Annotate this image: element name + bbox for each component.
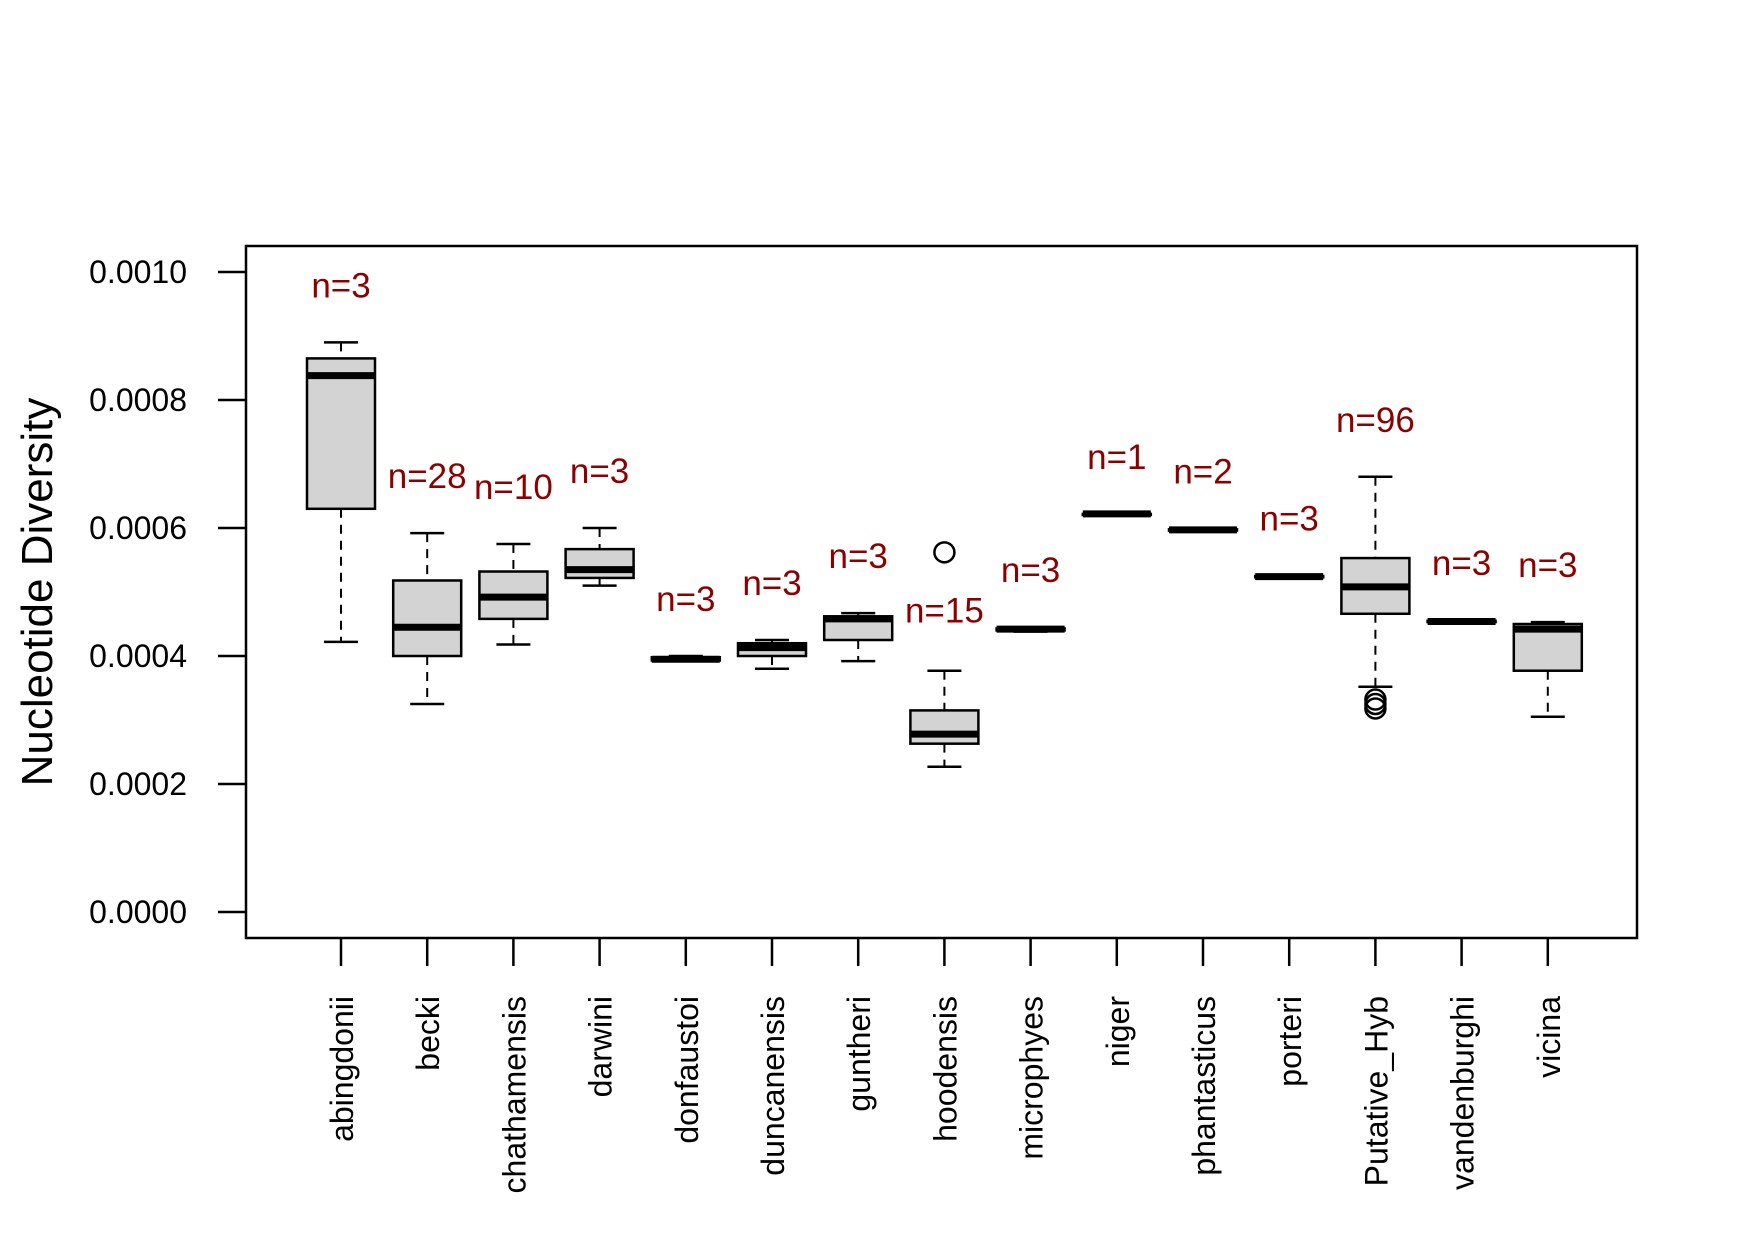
count-label-abingdonii: n=3 bbox=[311, 266, 370, 305]
y-axis: 0.0000 0.0002 0.0004 0.0006 0.0008 0.0010 bbox=[89, 254, 246, 930]
x-tick-label: donfaustoi bbox=[669, 996, 705, 1144]
y-tick-label: 0.0000 bbox=[89, 894, 187, 930]
box-microphyes bbox=[995, 625, 1066, 633]
y-tick-label: 0.0008 bbox=[89, 382, 187, 418]
y-tick-label: 0.0010 bbox=[89, 254, 187, 290]
box-chathamensis bbox=[478, 542, 549, 646]
count-label-chathamensis: n=10 bbox=[474, 468, 553, 507]
count-label-guntheri: n=3 bbox=[829, 537, 888, 576]
boxes-layer bbox=[305, 341, 1584, 768]
plot-frame bbox=[244, 244, 1639, 940]
box-becki bbox=[391, 531, 463, 706]
x-tick-label: chathamensis bbox=[496, 996, 532, 1193]
box-guntheri bbox=[822, 611, 894, 663]
box-duncanensis bbox=[736, 638, 808, 671]
iqr-box bbox=[564, 547, 635, 580]
x-tick-label: niger bbox=[1100, 996, 1136, 1068]
count-label-vicina: n=3 bbox=[1518, 546, 1577, 585]
box-phantasticus bbox=[1167, 526, 1239, 534]
iqr-box bbox=[305, 357, 377, 511]
count-label-vandenburghi: n=3 bbox=[1432, 544, 1491, 583]
count-label-duncanensis: n=3 bbox=[742, 564, 801, 603]
x-tick-label: hoodensis bbox=[927, 996, 963, 1142]
x-tick-label: darwini bbox=[583, 996, 619, 1097]
x-tick-label: Putative_Hyb bbox=[1358, 996, 1394, 1186]
box-vandenburghi bbox=[1426, 617, 1497, 625]
y-tick-label: 0.0004 bbox=[89, 638, 187, 674]
box-darwini bbox=[564, 526, 635, 587]
box-vicina bbox=[1512, 620, 1584, 719]
box-Putative_Hyb bbox=[1340, 475, 1411, 720]
count-labels-layer: n=3 n=28 n=10 n=3 n=3 n=3 n=3 n=15 n=3 n=1 n=2 n=3 n… bbox=[311, 266, 1577, 630]
iqr-box bbox=[391, 579, 463, 658]
box-niger bbox=[1081, 510, 1153, 518]
x-tick-label: becki bbox=[410, 996, 446, 1071]
count-label-microphyes: n=3 bbox=[1001, 551, 1060, 590]
box-hoodensis bbox=[909, 541, 980, 768]
box-abingdonii bbox=[305, 341, 377, 644]
count-label-becki: n=28 bbox=[388, 457, 467, 496]
box-donfaustoi bbox=[650, 654, 722, 663]
x-tick-label: microphyes bbox=[1014, 996, 1050, 1160]
count-label-darwini: n=3 bbox=[570, 452, 629, 491]
outlier-point bbox=[933, 541, 956, 564]
x-tick-label: vandenburghi bbox=[1445, 996, 1481, 1190]
x-tick-label: duncanensis bbox=[755, 996, 791, 1176]
box-porteri bbox=[1253, 573, 1325, 581]
x-tick-label: abingdonii bbox=[324, 996, 360, 1142]
x-axis: abingdonii becki chathamensis darwini donfau… bbox=[324, 938, 1567, 1193]
outlier-point bbox=[1364, 697, 1387, 720]
count-label-phantasticus: n=2 bbox=[1173, 453, 1232, 492]
x-tick-label: guntheri bbox=[841, 996, 877, 1112]
x-tick-label: phantasticus bbox=[1186, 996, 1222, 1176]
y-tick-label: 0.0006 bbox=[89, 510, 187, 546]
count-label-hoodensis: n=15 bbox=[905, 591, 984, 630]
count-label-niger: n=1 bbox=[1087, 438, 1146, 477]
iqr-box bbox=[909, 709, 980, 745]
y-axis-title: Nucleotide Diversity bbox=[13, 398, 62, 787]
count-label-donfaustoi: n=3 bbox=[656, 580, 715, 619]
y-tick-label: 0.0002 bbox=[89, 766, 187, 802]
count-label-porteri: n=3 bbox=[1260, 499, 1319, 538]
count-label-Putative_Hyb: n=96 bbox=[1336, 401, 1415, 440]
outlier-point bbox=[1364, 692, 1387, 716]
x-tick-label: porteri bbox=[1272, 996, 1308, 1087]
x-tick-label: vicina bbox=[1531, 996, 1567, 1078]
